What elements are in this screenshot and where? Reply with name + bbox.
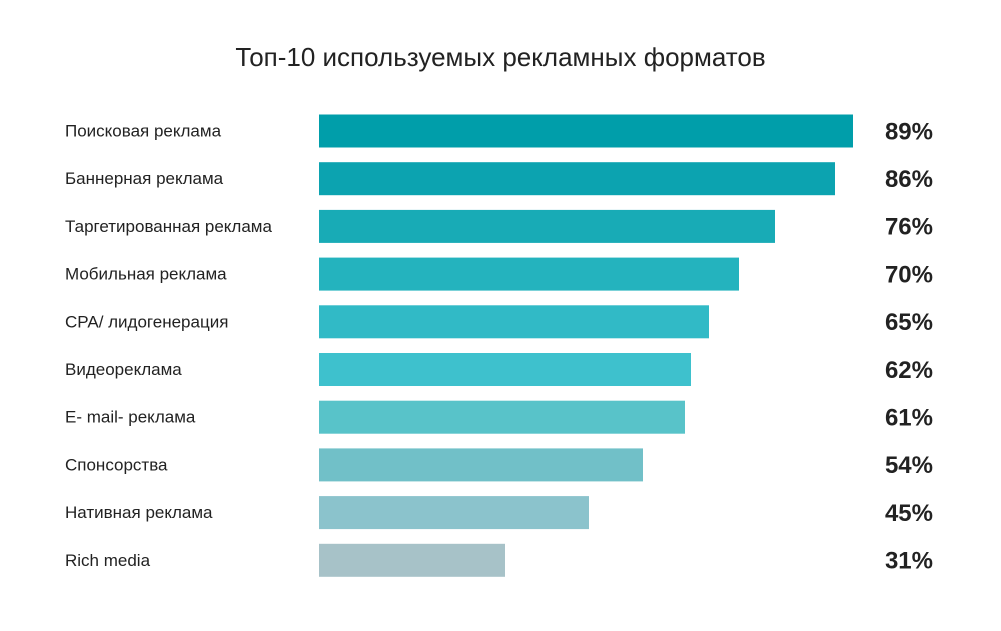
bar xyxy=(319,209,775,243)
value-label: 62% xyxy=(885,357,933,384)
bar xyxy=(319,114,853,148)
category-label: Поисковая реклама xyxy=(65,121,222,140)
value-label: 61% xyxy=(885,405,933,432)
value-label: 76% xyxy=(885,214,933,241)
value-label: 86% xyxy=(885,166,933,193)
chart-title: Топ-10 используемых рекламных форматов xyxy=(235,42,766,72)
bar xyxy=(319,162,835,196)
category-label: CPA/ лидогенерация xyxy=(65,312,228,331)
bar xyxy=(319,305,709,339)
bar xyxy=(319,353,691,386)
value-label: 31% xyxy=(885,548,933,575)
value-label: 54% xyxy=(885,452,933,479)
value-label: 70% xyxy=(885,261,933,288)
bar xyxy=(319,543,505,577)
bar xyxy=(319,448,643,482)
category-label: Спонсорства xyxy=(65,455,168,474)
category-label: E- mail- реклама xyxy=(65,408,196,427)
value-label: 65% xyxy=(885,309,933,336)
category-label: Rich media xyxy=(65,551,151,570)
bar xyxy=(319,400,685,434)
bar xyxy=(319,257,739,291)
value-label: 89% xyxy=(885,118,933,145)
value-label: 45% xyxy=(885,500,933,527)
category-label: Таргетированная реклама xyxy=(65,217,272,236)
category-label: Мобильная реклама xyxy=(65,265,227,284)
category-label: Видеореклама xyxy=(65,360,182,379)
category-label: Баннерная реклама xyxy=(65,169,224,188)
category-label: Нативная реклама xyxy=(65,503,213,522)
bar xyxy=(319,496,589,530)
